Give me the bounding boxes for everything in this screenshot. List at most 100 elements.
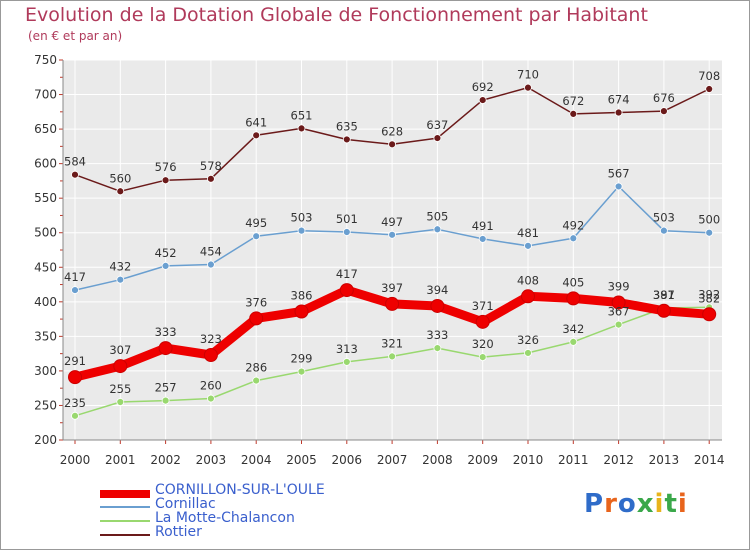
legend-swatch: [100, 506, 150, 508]
y-tick-label: 500: [34, 226, 57, 240]
data-label: 323: [200, 332, 222, 346]
data-point: [342, 228, 351, 236]
data-label: 387: [653, 288, 675, 302]
data-point: [113, 359, 128, 374]
data-label: 371: [472, 299, 494, 313]
y-tick-label: 750: [34, 53, 57, 67]
data-point: [297, 124, 306, 133]
logo-letter: i: [677, 489, 688, 519]
data-point: [433, 134, 442, 142]
x-tick-label: 2008: [422, 453, 453, 467]
legend-swatch: [100, 534, 150, 536]
data-label: 255: [109, 382, 131, 396]
data-point: [524, 241, 532, 250]
logo-letter: i: [654, 489, 665, 519]
data-point: [206, 260, 215, 269]
data-label: 391: [653, 288, 675, 302]
data-point: [430, 298, 445, 313]
x-tick-label: 2013: [649, 453, 680, 467]
x-tick-label: 2001: [105, 453, 136, 467]
x-tick-label: 2011: [558, 453, 589, 467]
data-label: 397: [381, 281, 403, 295]
data-label: 452: [155, 246, 177, 260]
data-point: [524, 349, 532, 357]
data-label: 291: [64, 354, 86, 368]
data-point: [433, 344, 442, 353]
data-label: 333: [426, 328, 448, 342]
data-point: [342, 135, 351, 144]
data-label: 708: [698, 69, 720, 83]
data-label: 307: [109, 343, 131, 357]
data-label: 320: [472, 337, 494, 351]
data-label: 392: [698, 287, 720, 301]
data-label: 333: [155, 325, 177, 339]
data-point: [385, 296, 400, 311]
data-point: [161, 261, 170, 270]
data-label: 408: [517, 273, 539, 287]
legend-label: La Motte-Chalancon: [155, 510, 295, 526]
data-label: 637: [426, 118, 448, 132]
data-label: 503: [291, 211, 313, 225]
y-tick-label: 250: [34, 398, 57, 412]
y-tick-label: 300: [34, 364, 57, 378]
data-label: 321: [381, 336, 403, 350]
data-label: 394: [426, 283, 448, 297]
data-label: 500: [698, 213, 720, 227]
data-label: 481: [517, 226, 539, 240]
data-label: 260: [200, 379, 222, 393]
data-point: [702, 307, 717, 322]
y-tick-label: 450: [34, 260, 57, 274]
data-label: 503: [653, 211, 675, 225]
data-point: [705, 228, 714, 237]
data-label: 235: [64, 396, 86, 410]
data-label: 257: [155, 381, 177, 395]
data-label: 501: [336, 212, 358, 226]
data-label: 641: [245, 115, 267, 129]
data-point: [342, 358, 351, 366]
data-label: 492: [562, 218, 584, 232]
y-tick-label: 400: [34, 295, 57, 309]
data-point: [158, 341, 173, 356]
data-point: [660, 107, 668, 116]
data-point: [297, 226, 306, 235]
logo-letter: t: [664, 489, 678, 519]
data-label: 576: [155, 160, 177, 174]
x-tick-label: 2014: [694, 453, 725, 467]
data-label: 432: [109, 260, 131, 274]
data-point: [475, 314, 490, 329]
data-point: [71, 170, 79, 179]
data-point: [614, 182, 623, 191]
y-tick-label: 550: [34, 191, 57, 205]
data-point: [71, 411, 79, 420]
data-label: 635: [336, 119, 358, 133]
y-tick-label: 350: [34, 329, 57, 343]
data-point: [252, 232, 261, 241]
data-point: [660, 226, 668, 235]
data-point: [705, 85, 714, 93]
y-tick-label: 200: [34, 433, 57, 447]
y-tick-label: 700: [34, 88, 57, 102]
data-point: [524, 83, 532, 92]
x-tick-label: 2000: [60, 453, 91, 467]
x-tick-label: 2007: [377, 453, 408, 467]
legend-label: CORNILLON-SUR-L'OULE: [155, 482, 325, 498]
data-label: 578: [200, 159, 222, 173]
y-tick-label: 650: [34, 122, 57, 136]
x-tick-label: 2002: [150, 453, 181, 467]
x-tick-label: 2009: [467, 453, 498, 467]
data-label: 651: [291, 108, 313, 122]
data-point: [203, 348, 218, 363]
y-tick-label: 600: [34, 157, 57, 171]
data-label: 692: [472, 80, 494, 94]
x-tick-label: 2012: [603, 453, 634, 467]
data-point: [478, 96, 487, 104]
data-point: [656, 303, 671, 318]
data-point: [206, 174, 215, 183]
data-label: 454: [200, 245, 222, 259]
data-point: [161, 396, 170, 405]
x-tick-label: 2010: [513, 453, 544, 467]
data-point: [249, 311, 264, 326]
proxiti-logo: Proxiti: [584, 489, 688, 519]
logo-letter: r: [604, 489, 618, 519]
data-point: [161, 176, 170, 185]
